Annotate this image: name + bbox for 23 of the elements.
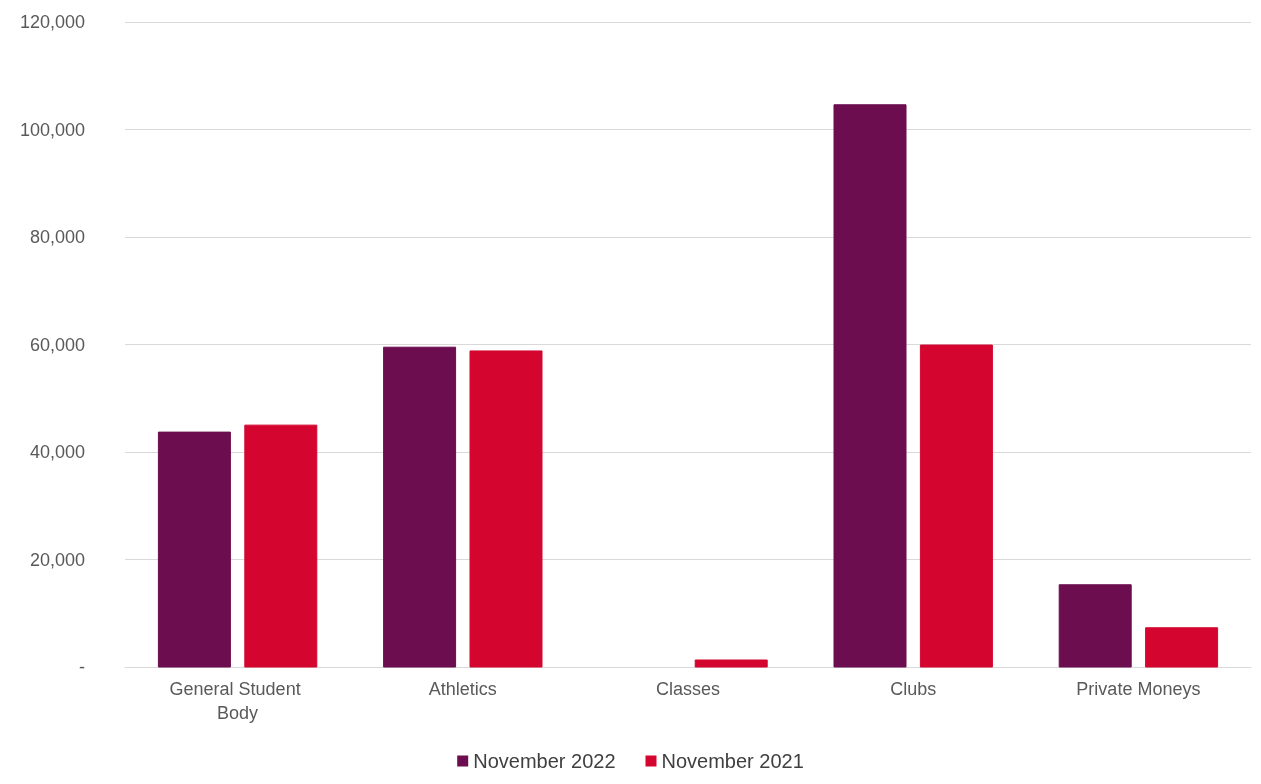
x-tick-label: Private Moneys xyxy=(1076,679,1201,699)
legend-label: November 2021 xyxy=(661,750,804,772)
y-tick-label: 100,000 xyxy=(19,119,85,140)
x-tick-label: Classes xyxy=(655,679,721,699)
bar xyxy=(157,431,231,668)
y-tick-label: 20,000 xyxy=(29,549,85,570)
y-tick-label: 40,000 xyxy=(29,442,85,462)
y-tick-label: 80,000 xyxy=(29,227,85,247)
legend-label: November 2022 xyxy=(473,750,616,772)
bar xyxy=(1145,627,1219,668)
x-tick-label: General Student Body xyxy=(169,679,306,723)
bar xyxy=(694,659,768,668)
bar xyxy=(919,344,993,668)
bar xyxy=(833,104,907,668)
y-tick-label: - xyxy=(79,657,85,677)
bar xyxy=(244,424,318,668)
bar xyxy=(1058,584,1132,668)
y-tick-label: 120,000 xyxy=(19,12,85,32)
bar xyxy=(469,350,543,668)
x-tick-label: Athletics xyxy=(428,679,497,699)
y-tick-label: 60,000 xyxy=(29,334,85,355)
bar xyxy=(383,346,457,668)
x-tick-label: Clubs xyxy=(890,679,937,699)
